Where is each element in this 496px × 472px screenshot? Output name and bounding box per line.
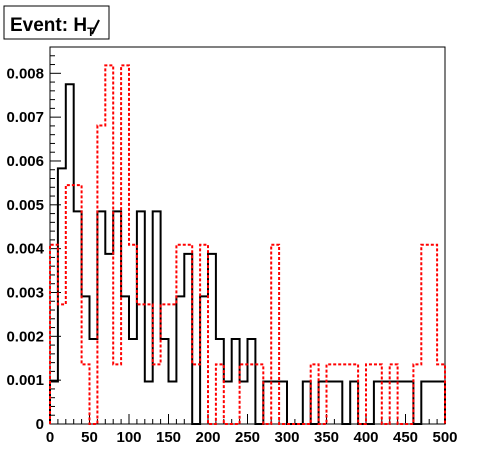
title-text: Event: HT — [10, 15, 95, 39]
series-solid-black — [49, 83, 446, 425]
y-tick-label: 0.001 — [6, 372, 44, 389]
x-tick-label: 50 — [81, 429, 98, 446]
y-tick-label: 0 — [36, 416, 44, 433]
y-tick-label: 0.003 — [6, 284, 44, 301]
title-slash — [91, 19, 100, 35]
title-box: Event: HT — [3, 5, 110, 40]
title-subscript: T — [87, 25, 95, 39]
x-tick-label: 0 — [46, 429, 54, 446]
x-tick-label: 250 — [235, 429, 260, 446]
y-tick-label: 0.005 — [6, 197, 44, 214]
x-tick-label: 400 — [353, 429, 378, 446]
x-tick-label: 450 — [393, 429, 418, 446]
y-tick-label: 0.002 — [6, 328, 44, 345]
x-tick-label: 500 — [432, 429, 457, 446]
y-tick-label: 0.006 — [6, 153, 44, 170]
y-tick-label: 0.007 — [6, 109, 44, 126]
x-tick-label: 150 — [156, 429, 181, 446]
x-tick-label: 300 — [274, 429, 299, 446]
title-main: Event: H — [10, 15, 87, 36]
x-tick-label: 200 — [195, 429, 220, 446]
series-layer — [49, 64, 446, 425]
y-tick-label: 0.008 — [6, 65, 44, 82]
x-tick-label: 100 — [116, 429, 141, 446]
series-dotted-red — [49, 64, 446, 425]
y-tick-label: 0.004 — [6, 241, 44, 258]
axes-layer: 0 50 100 150 200 250 300 350 400 450 500 0 0.001 0.00… — [6, 46, 458, 446]
x-tick-label: 350 — [314, 429, 339, 446]
